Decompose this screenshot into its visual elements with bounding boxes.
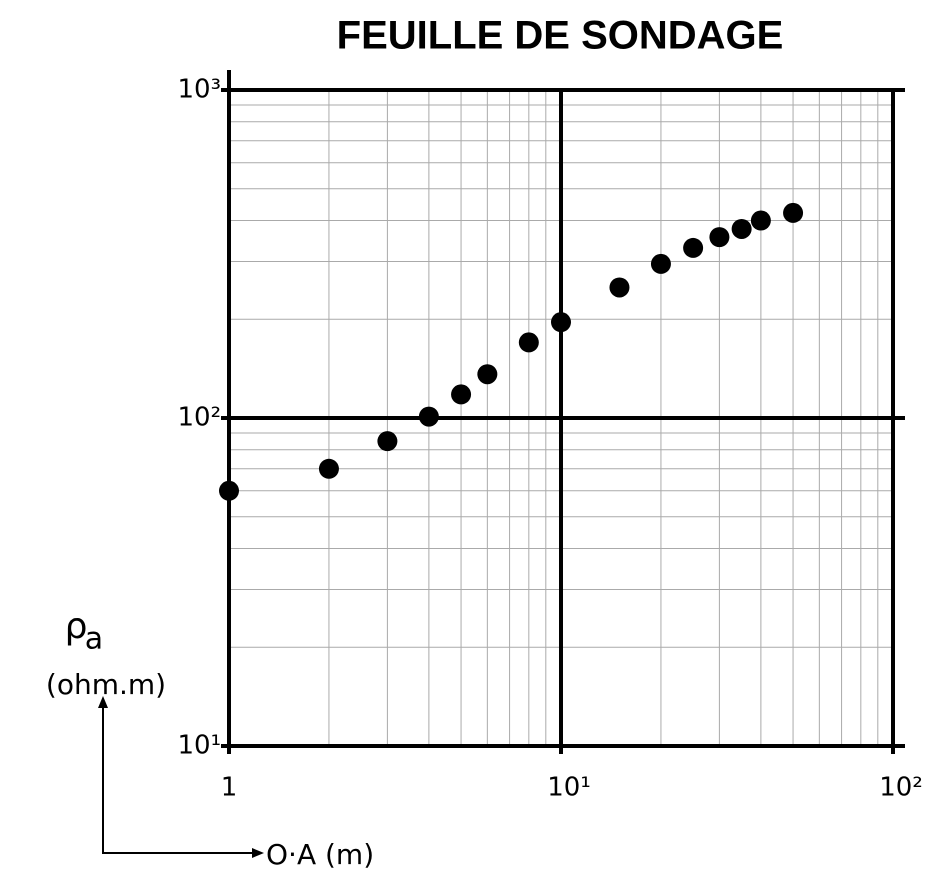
x-label: O·A (m) bbox=[266, 838, 374, 871]
point bbox=[551, 312, 571, 333]
point bbox=[650, 253, 671, 274]
point bbox=[477, 364, 498, 385]
point bbox=[451, 384, 472, 405]
chart-title: FEUILLE DE SONDAGE bbox=[337, 14, 784, 58]
point bbox=[318, 458, 339, 479]
point bbox=[750, 210, 771, 231]
axis-arrows bbox=[102, 706, 256, 854]
x-tick-label: 10¹ bbox=[547, 773, 591, 803]
point bbox=[377, 431, 398, 452]
point bbox=[219, 480, 239, 501]
arrow-head bbox=[98, 696, 108, 708]
y-label-subscript: a bbox=[85, 622, 103, 657]
y-tick-label: 10² bbox=[177, 403, 221, 433]
point bbox=[709, 227, 730, 248]
point bbox=[683, 237, 704, 258]
point bbox=[418, 406, 439, 427]
point bbox=[731, 218, 752, 239]
y-label-unit: (ohm.m) bbox=[46, 668, 166, 701]
x-tick-label: 1 bbox=[221, 773, 238, 803]
arrow-head bbox=[252, 848, 264, 858]
point bbox=[783, 202, 804, 223]
x-tick-label: 10² bbox=[879, 773, 923, 803]
point bbox=[609, 277, 630, 298]
point bbox=[518, 332, 539, 353]
y-tick-label: 10¹ bbox=[177, 731, 221, 761]
y-label-symbol: ρ bbox=[65, 606, 88, 647]
y-tick-label: 10³ bbox=[177, 75, 221, 105]
